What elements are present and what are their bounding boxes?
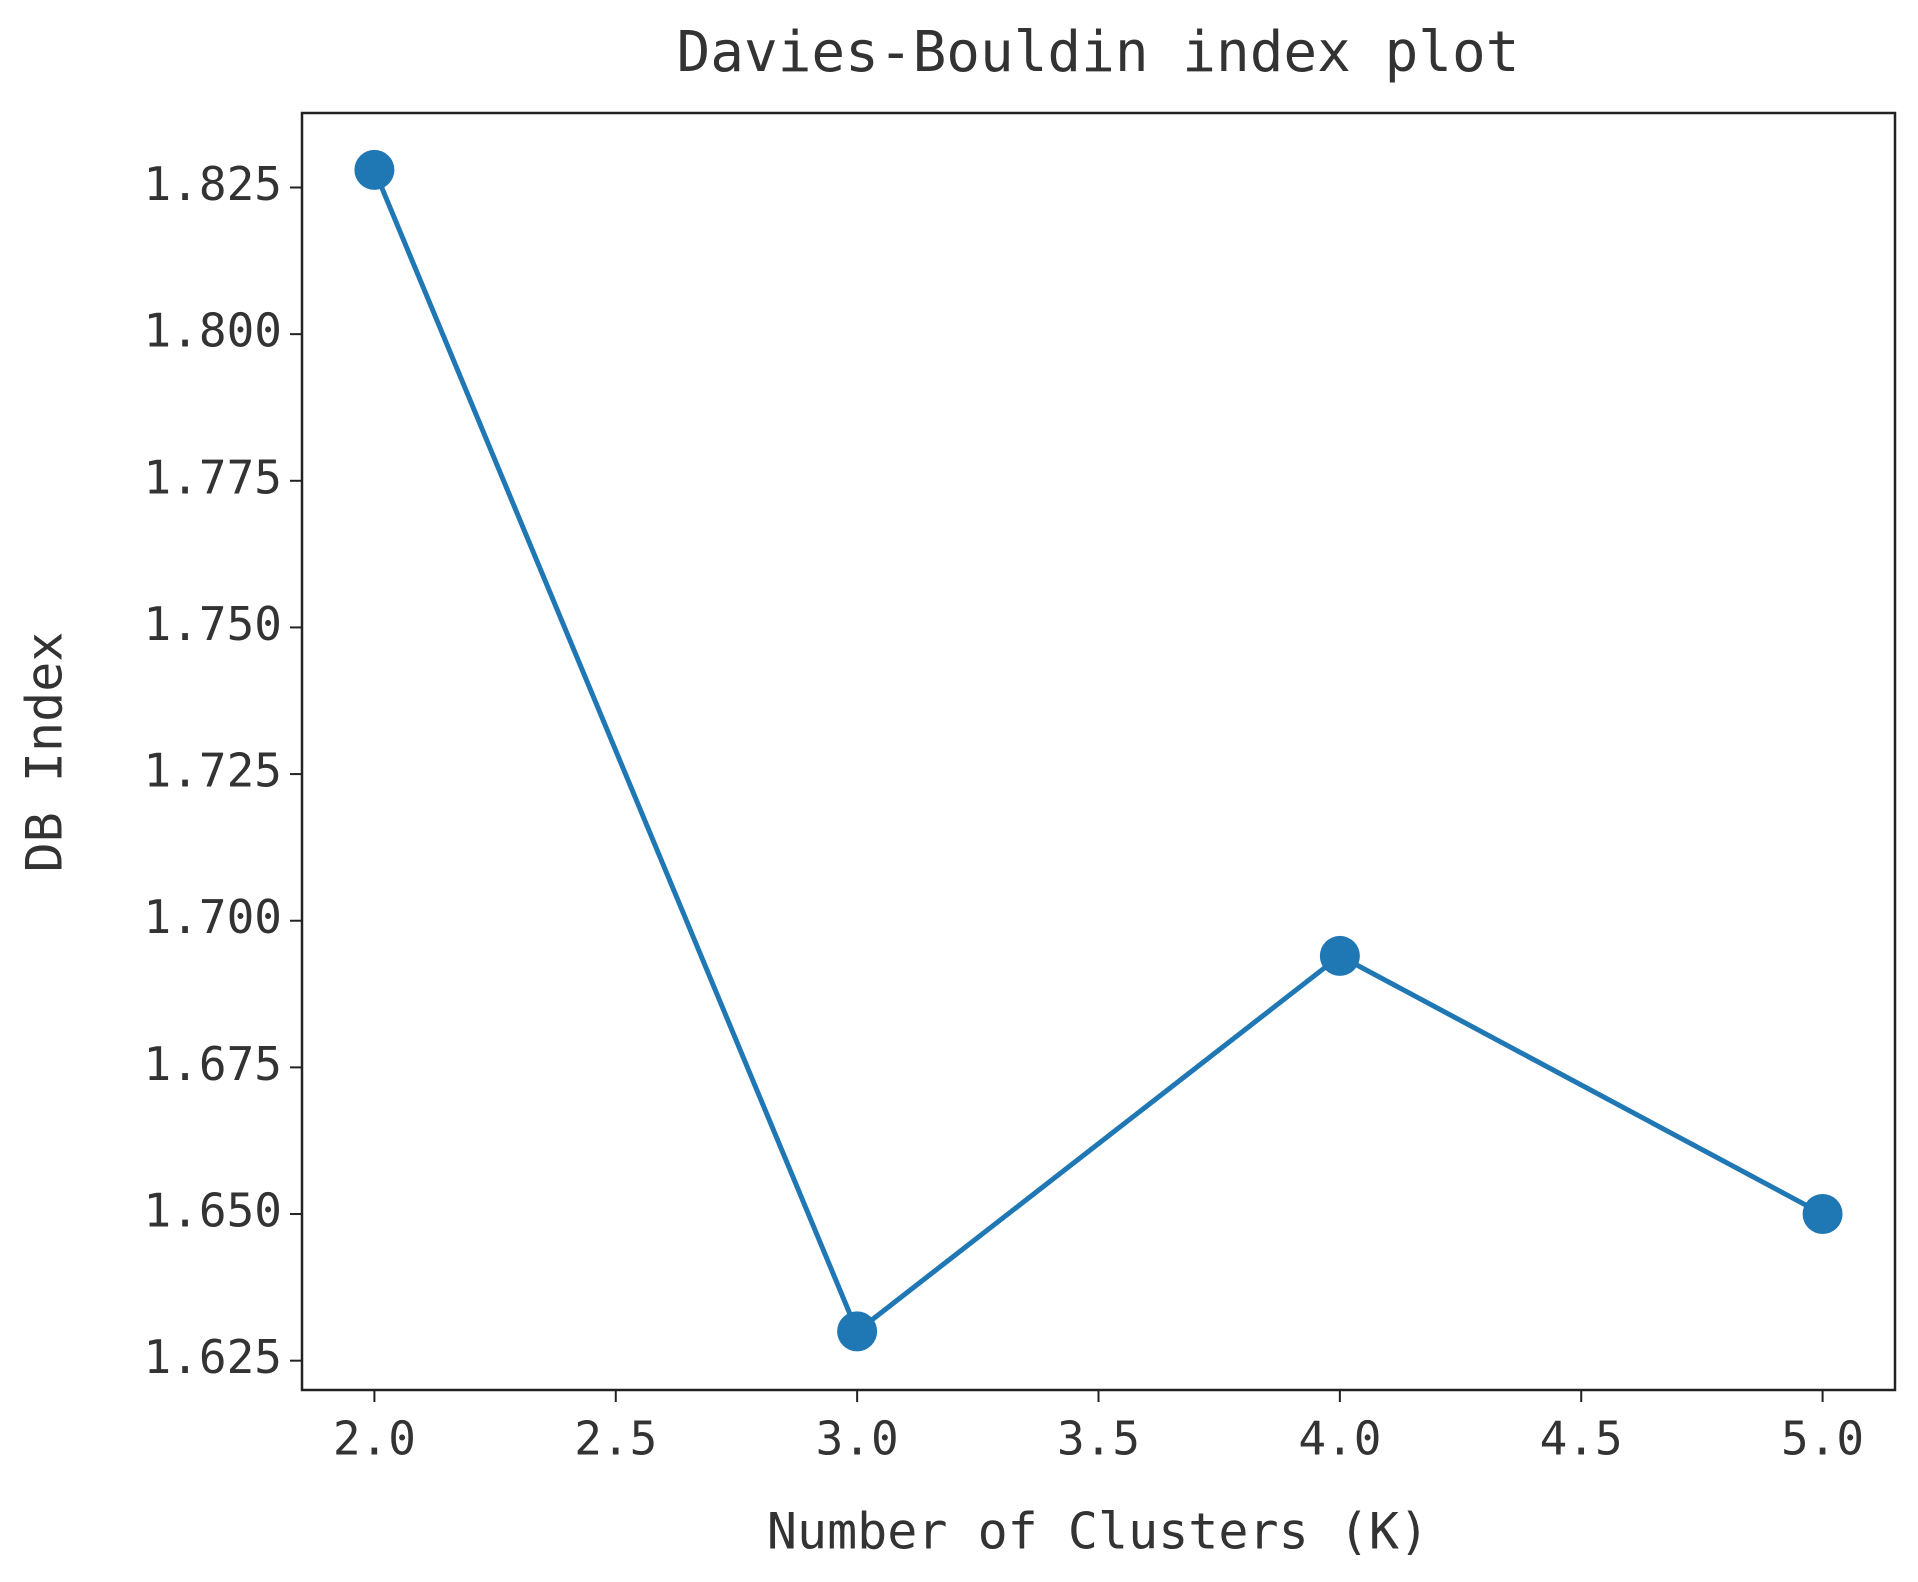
y-tick-label: 1.650 (144, 1184, 282, 1238)
y-tick-label: 1.825 (144, 157, 282, 211)
y-tick-label: 1.725 (144, 744, 282, 798)
x-tick-label: 2.0 (333, 1412, 416, 1466)
x-tick-label: 3.0 (816, 1412, 899, 1466)
series-line (372, 168, 1824, 1336)
point (354, 149, 395, 190)
y-tick-label: 1.750 (144, 597, 282, 651)
plot-frame (300, 111, 1897, 1392)
x-tick-label: 2.5 (574, 1412, 657, 1466)
point (1802, 1194, 1843, 1235)
y-tick-label: 1.675 (144, 1037, 282, 1091)
y-axis-label: DB Index (16, 632, 74, 873)
y-tick-label: 1.800 (144, 304, 282, 358)
x-tick-label: 3.5 (1057, 1412, 1140, 1466)
point (837, 1311, 878, 1352)
x-tick-label: 5.0 (1781, 1412, 1864, 1466)
x-tick-label: 4.5 (1540, 1412, 1623, 1466)
x-tick-label: 4.0 (1298, 1412, 1381, 1466)
y-tick-label: 1.625 (144, 1330, 282, 1384)
x-axis-label: Number of Clusters (K) (767, 1503, 1429, 1561)
point (1319, 935, 1360, 976)
chart-title: Davies-Bouldin index plot (677, 20, 1520, 85)
y-tick-label: 1.775 (144, 450, 282, 504)
y-tick-label: 1.700 (144, 890, 282, 944)
